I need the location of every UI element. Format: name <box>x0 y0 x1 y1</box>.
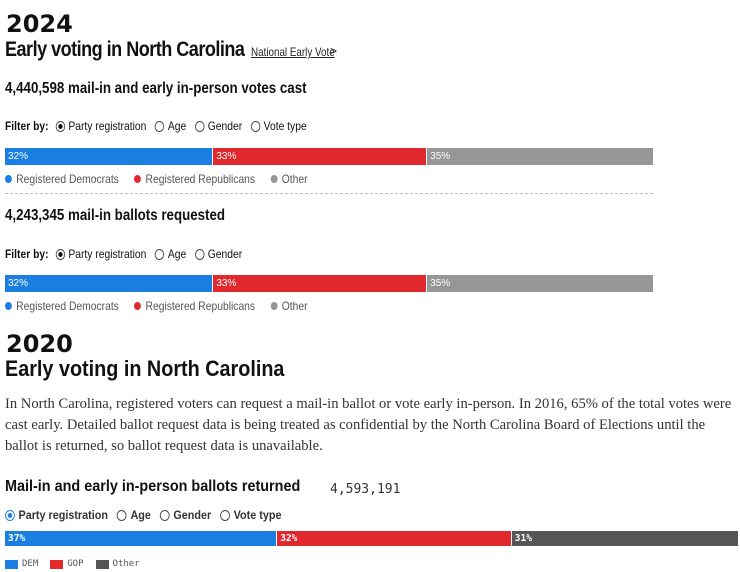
filter-gender[interactable]: Gender <box>194 119 242 133</box>
ballots-returned-heading: Mail-in and early in-person ballots retu… <box>5 478 301 495</box>
legend-item-gop: GOP <box>50 559 84 569</box>
legend-dot-icon <box>5 175 12 183</box>
legend-dot-icon <box>134 175 142 183</box>
radio-icon[interactable] <box>194 248 205 260</box>
legend-2020: DEM GOP Other <box>5 559 152 569</box>
bar-segment-democrats: 32% <box>5 148 213 165</box>
filter-gender[interactable]: Gender <box>159 508 211 522</box>
filter-age[interactable]: Age <box>116 508 151 522</box>
radio-icon[interactable] <box>250 120 261 132</box>
filter-gender[interactable]: Gender <box>194 247 242 261</box>
radio-icon[interactable] <box>154 248 165 260</box>
filter-party-registration[interactable]: Party registration <box>5 508 108 522</box>
national-early-vote-link[interactable]: National Early Vote <box>251 45 335 59</box>
bar-segment-other: 35% <box>426 148 653 165</box>
legend-ballots-requested: Registered Democrats Registered Republic… <box>5 299 323 313</box>
radio-selected-icon[interactable] <box>5 509 15 521</box>
section-divider <box>5 193 653 194</box>
votes-cast-count: 4,440,598 <box>5 80 65 97</box>
legend-swatch-icon <box>95 559 109 569</box>
filter-label: Filter by: <box>5 247 49 261</box>
chevron-right-icon[interactable]: > <box>330 44 338 58</box>
radio-icon[interactable] <box>116 509 127 521</box>
intro-paragraph: In North Carolina, registered voters can… <box>5 396 732 454</box>
legend-swatch-icon <box>50 559 64 569</box>
bar-segment-other: 31% <box>510 531 738 546</box>
radio-icon[interactable] <box>154 120 165 132</box>
radio-icon[interactable] <box>159 509 170 521</box>
radio-icon[interactable] <box>220 509 231 521</box>
filter-vote-type[interactable]: Vote type <box>250 119 307 133</box>
filter-party-registration[interactable]: Party registration <box>55 119 146 133</box>
legend-item-dem: DEM <box>5 559 38 569</box>
legend-swatch-icon <box>5 559 18 569</box>
year-heading-2020: 2020 <box>6 330 73 358</box>
filter-age[interactable]: Age <box>154 247 186 261</box>
ballots-requested-count: 4,243,345 <box>5 207 65 224</box>
legend-dot-icon <box>134 302 142 310</box>
party-bar-votes-cast: 32% 33% 35% <box>5 148 653 165</box>
filter-group-ballots-requested: Filter by: Party registration Age Gender <box>5 247 251 261</box>
bar-segment-republicans: 33% <box>212 148 427 165</box>
legend-dot-icon <box>270 175 278 183</box>
legend-item-republicans: Registered Republicans <box>134 299 255 313</box>
radio-selected-icon[interactable] <box>55 248 65 260</box>
bar-segment-gop: 32% <box>276 531 511 546</box>
filter-party-registration[interactable]: Party registration <box>55 247 146 261</box>
filter-vote-type[interactable]: Vote type <box>220 508 281 522</box>
filter-age[interactable]: Age <box>154 119 186 133</box>
legend-item-democrats: Registered Democrats <box>5 299 119 313</box>
radio-selected-icon[interactable] <box>55 120 65 132</box>
legend-item-other: Other <box>270 299 308 313</box>
bar-segment-republicans: 33% <box>212 275 427 292</box>
ballots-requested-label: mail-in ballots requested <box>68 207 226 224</box>
filter-group-votes-cast: Filter by: Party registration Age Gender… <box>5 119 315 133</box>
filter-label: Filter by: <box>5 119 49 133</box>
legend-item-republicans: Registered Republicans <box>134 172 255 186</box>
bar-segment-other: 35% <box>426 275 653 292</box>
party-bar-2020: 37% 32% 31% <box>5 531 738 546</box>
page-title-2024: Early voting in North Carolina <box>5 38 245 61</box>
ballots-requested-heading: 4,243,345 mail-in ballots requested <box>5 207 225 225</box>
legend-item-other: Other <box>95 559 140 569</box>
legend-votes-cast: Registered Democrats Registered Republic… <box>5 172 323 186</box>
legend-item-other: Other <box>270 172 308 186</box>
votes-cast-label: mail-in and early in-person votes cast <box>68 80 307 97</box>
legend-dot-icon <box>270 302 278 310</box>
radio-icon[interactable] <box>194 120 205 132</box>
year-heading-2024: 2024 <box>6 10 73 38</box>
page-title-2020: Early voting in North Carolina <box>5 356 285 381</box>
legend-dot-icon <box>5 302 12 310</box>
ballots-returned-count: 4,593,191 <box>330 482 401 497</box>
party-bar-ballots-requested: 32% 33% 35% <box>5 275 653 292</box>
legend-item-democrats: Registered Democrats <box>5 172 119 186</box>
votes-cast-heading: 4,440,598 mail-in and early in-person vo… <box>5 80 307 98</box>
filter-group-2020: Party registration Age Gender Vote type <box>5 508 290 522</box>
bar-segment-democrats: 32% <box>5 275 213 292</box>
bar-segment-dem: 37% <box>5 531 277 546</box>
